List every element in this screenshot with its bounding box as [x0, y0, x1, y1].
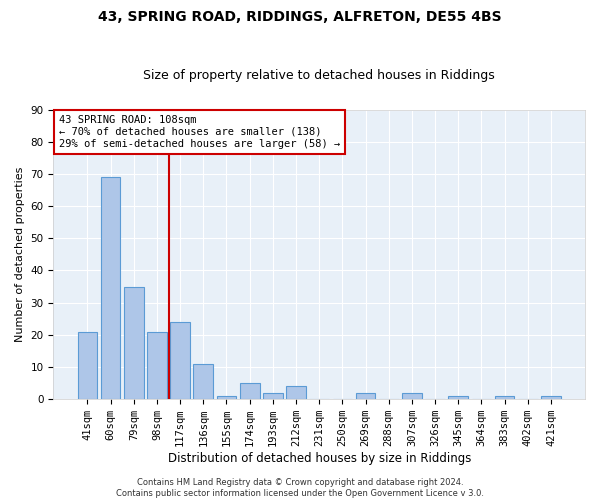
Bar	[448, 396, 468, 399]
Bar	[240, 383, 260, 399]
X-axis label: Distribution of detached houses by size in Riddings: Distribution of detached houses by size …	[167, 452, 471, 465]
Bar	[77, 332, 97, 399]
Bar	[193, 364, 213, 399]
Bar	[124, 286, 143, 399]
Text: Contains HM Land Registry data © Crown copyright and database right 2024.
Contai: Contains HM Land Registry data © Crown c…	[116, 478, 484, 498]
Bar	[101, 177, 121, 399]
Title: Size of property relative to detached houses in Riddings: Size of property relative to detached ho…	[143, 69, 495, 82]
Bar	[356, 393, 376, 399]
Text: 43 SPRING ROAD: 108sqm
← 70% of detached houses are smaller (138)
29% of semi-de: 43 SPRING ROAD: 108sqm ← 70% of detached…	[59, 116, 340, 148]
Bar	[217, 396, 236, 399]
Bar	[147, 332, 167, 399]
Text: 43, SPRING ROAD, RIDDINGS, ALFRETON, DE55 4BS: 43, SPRING ROAD, RIDDINGS, ALFRETON, DE5…	[98, 10, 502, 24]
Bar	[495, 396, 514, 399]
Bar	[263, 393, 283, 399]
Bar	[541, 396, 561, 399]
Bar	[286, 386, 306, 399]
Bar	[170, 322, 190, 399]
Y-axis label: Number of detached properties: Number of detached properties	[15, 166, 25, 342]
Bar	[402, 393, 422, 399]
